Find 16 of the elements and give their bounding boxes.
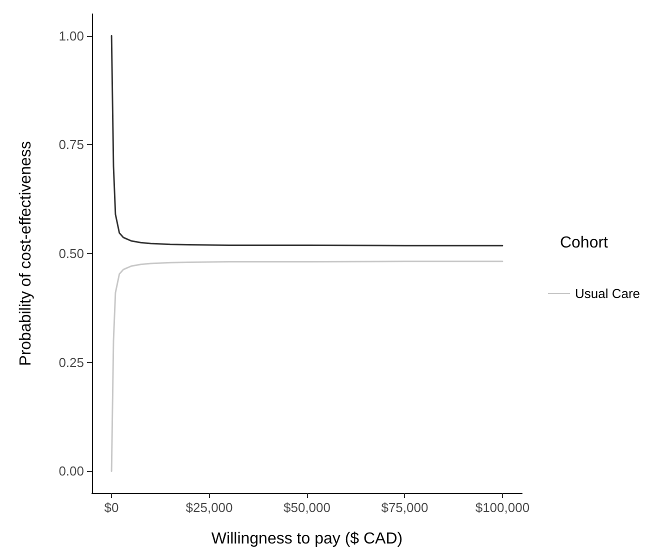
y-axis-title: Probability of cost-effectiveness xyxy=(18,141,34,366)
legend-title: Cohort xyxy=(560,234,609,252)
y-tick-label: 0.25 xyxy=(58,354,84,370)
x-axis-title: Willingness to pay ($ CAD) xyxy=(211,530,403,548)
y-tick-label: 1.00 xyxy=(58,28,84,44)
x-tick-label: $100,000 xyxy=(475,500,530,515)
line-series xyxy=(110,35,504,246)
y-tick-label: 0.50 xyxy=(58,246,84,261)
y-tick-label: 0.00 xyxy=(58,464,84,479)
line-series xyxy=(110,260,504,472)
y-tick-label: 0.75 xyxy=(58,137,84,152)
x-tick-label: $25,000 xyxy=(186,500,233,515)
x-tick-label: $0 xyxy=(104,500,119,515)
x-tick-label: $50,000 xyxy=(284,500,330,515)
x-tick-label: $75,000 xyxy=(381,500,428,515)
legend-label: Usual Care xyxy=(574,286,640,301)
